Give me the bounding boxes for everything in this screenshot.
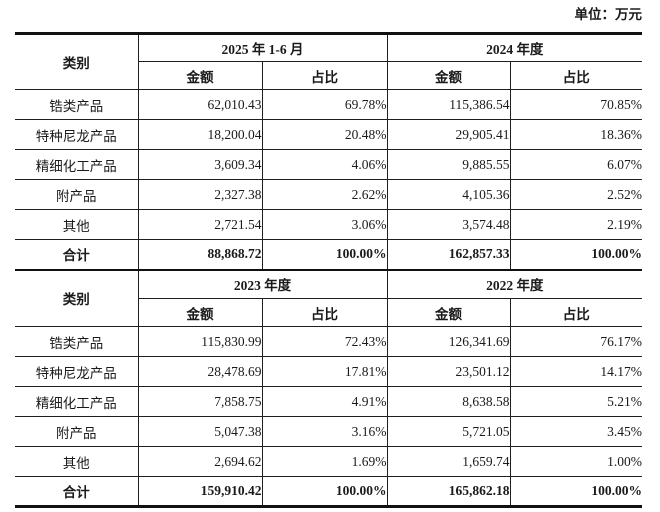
- category-cell: 其他: [15, 209, 139, 240]
- amount-cell: 3,609.34: [137, 149, 263, 180]
- amount-cell: 8,638.58: [386, 386, 511, 417]
- ratio-cell: 100.00%: [509, 476, 642, 507]
- category-cell: 合计: [15, 476, 139, 507]
- period-2-header: 2022 年度: [386, 270, 642, 299]
- ratio-cell: 17.81%: [261, 356, 388, 387]
- ratio-header: 占比: [509, 298, 642, 327]
- amount-cell: 5,047.38: [137, 416, 263, 447]
- amount-cell: 2,721.54: [137, 209, 263, 240]
- revenue-table-2025-2024: 类别 2025 年 1-6 月 2024 年度 金额 占比 金额 占比 锆类产品…: [15, 32, 642, 271]
- category-cell: 附产品: [15, 416, 139, 447]
- ratio-cell: 100.00%: [261, 476, 388, 507]
- table-row: 锆类产品 62,010.43 69.78% 115,386.54 70.85%: [15, 89, 642, 120]
- period-2-header: 2024 年度: [386, 33, 642, 62]
- category-cell: 特种尼龙产品: [15, 356, 139, 387]
- amount-cell: 23,501.12: [386, 356, 511, 387]
- table-row: 其他 2,694.62 1.69% 1,659.74 1.00%: [15, 446, 642, 477]
- table-row: 精细化工产品 3,609.34 4.06% 9,885.55 6.07%: [15, 149, 642, 180]
- ratio-cell: 6.07%: [509, 149, 642, 180]
- amount-cell: 3,574.48: [386, 209, 511, 240]
- ratio-cell: 69.78%: [261, 89, 388, 120]
- ratio-cell: 100.00%: [509, 239, 642, 270]
- amount-cell: 165,862.18: [386, 476, 511, 507]
- amount-header: 金额: [137, 298, 263, 327]
- subheader-row: 金额 占比 金额 占比: [15, 61, 642, 90]
- category-cell: 特种尼龙产品: [15, 119, 139, 150]
- ratio-cell: 2.62%: [261, 179, 388, 210]
- ratio-cell: 18.36%: [509, 119, 642, 150]
- amount-cell: 115,830.99: [137, 326, 263, 357]
- unit-label: 单位：万元: [574, 7, 643, 22]
- amount-cell: 7,858.75: [137, 386, 263, 417]
- ratio-header: 占比: [509, 61, 642, 90]
- amount-cell: 18,200.04: [137, 119, 263, 150]
- ratio-header: 占比: [261, 61, 388, 90]
- total-row: 合计 88,868.72 100.00% 162,857.33 100.00%: [15, 239, 642, 270]
- category-cell: 其他: [15, 446, 139, 477]
- category-cell: 精细化工产品: [15, 149, 139, 180]
- table-row: 特种尼龙产品 18,200.04 20.48% 29,905.41 18.36%: [15, 119, 642, 150]
- amount-cell: 62,010.43: [137, 89, 263, 120]
- amount-cell: 5,721.05: [386, 416, 511, 447]
- ratio-header: 占比: [261, 298, 388, 327]
- category-cell: 附产品: [15, 179, 139, 210]
- total-row: 合计 159,910.42 100.00% 165,862.18 100.00%: [15, 476, 642, 507]
- amount-cell: 126,341.69: [386, 326, 511, 357]
- period-header-row: 类别 2023 年度 2022 年度: [15, 270, 642, 327]
- category-cell: 锆类产品: [15, 89, 139, 120]
- period-1-header: 2023 年度: [137, 270, 388, 299]
- ratio-cell: 70.85%: [509, 89, 642, 120]
- amount-cell: 2,694.62: [137, 446, 263, 477]
- ratio-cell: 4.06%: [261, 149, 388, 180]
- amount-cell: 9,885.55: [386, 149, 511, 180]
- category-cell: 锆类产品: [15, 326, 139, 357]
- ratio-cell: 20.48%: [261, 119, 388, 150]
- ratio-cell: 4.91%: [261, 386, 388, 417]
- ratio-cell: 100.00%: [261, 239, 388, 270]
- category-header: 类别: [15, 270, 139, 327]
- category-cell: 精细化工产品: [15, 386, 139, 417]
- amount-cell: 4,105.36: [386, 179, 511, 210]
- table-row: 精细化工产品 7,858.75 4.91% 8,638.58 5.21%: [15, 386, 642, 417]
- amount-cell: 2,327.38: [137, 179, 263, 210]
- ratio-cell: 14.17%: [509, 356, 642, 387]
- period-header-row: 类别 2025 年 1-6 月 2024 年度: [15, 33, 642, 90]
- ratio-cell: 1.69%: [261, 446, 388, 477]
- amount-cell: 1,659.74: [386, 446, 511, 477]
- table-row: 附产品 5,047.38 3.16% 5,721.05 3.45%: [15, 416, 642, 447]
- category-cell: 合计: [15, 239, 139, 270]
- ratio-cell: 3.06%: [261, 209, 388, 240]
- ratio-cell: 2.19%: [509, 209, 642, 240]
- ratio-cell: 2.52%: [509, 179, 642, 210]
- ratio-cell: 1.00%: [509, 446, 642, 477]
- ratio-cell: 3.45%: [509, 416, 642, 447]
- period-1-header: 2025 年 1-6 月: [137, 33, 388, 62]
- amount-cell: 115,386.54: [386, 89, 511, 120]
- table-row: 锆类产品 115,830.99 72.43% 126,341.69 76.17%: [15, 326, 642, 357]
- ratio-cell: 76.17%: [509, 326, 642, 357]
- amount-cell: 162,857.33: [386, 239, 511, 270]
- ratio-cell: 72.43%: [261, 326, 388, 357]
- category-header: 类别: [15, 33, 139, 90]
- table-row: 附产品 2,327.38 2.62% 4,105.36 2.52%: [15, 179, 642, 210]
- amount-header: 金额: [137, 61, 263, 90]
- table-row: 其他 2,721.54 3.06% 3,574.48 2.19%: [15, 209, 642, 240]
- amount-cell: 28,478.69: [137, 356, 263, 387]
- revenue-tables: 类别 2025 年 1-6 月 2024 年度 金额 占比 金额 占比 锆类产品…: [15, 32, 642, 508]
- ratio-cell: 3.16%: [261, 416, 388, 447]
- ratio-cell: 5.21%: [509, 386, 642, 417]
- amount-cell: 88,868.72: [137, 239, 263, 270]
- amount-header: 金额: [386, 298, 511, 327]
- revenue-table-2023-2022: 类别 2023 年度 2022 年度 金额 占比 金额 占比 锆类产品 115,8…: [15, 270, 642, 508]
- amount-cell: 29,905.41: [386, 119, 511, 150]
- amount-cell: 159,910.42: [137, 476, 263, 507]
- amount-header: 金额: [386, 61, 511, 90]
- table-row: 特种尼龙产品 28,478.69 17.81% 23,501.12 14.17%: [15, 356, 642, 387]
